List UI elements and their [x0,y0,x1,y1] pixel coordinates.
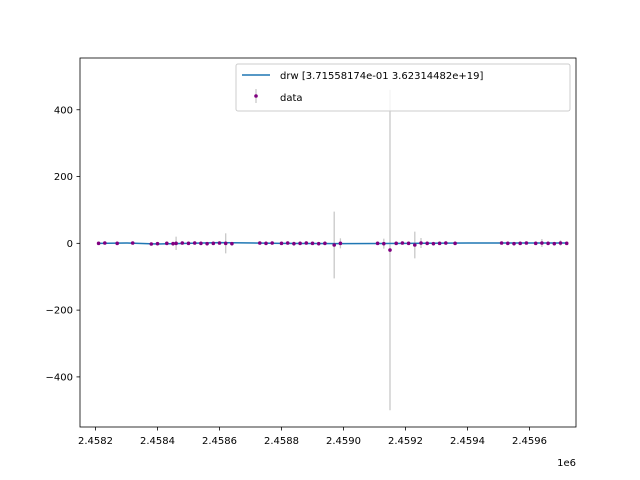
plot-area: 2.4582 2.4584 2.4586 2.4588 2.4590 2.4592 2.45… [46,57,577,447]
y-tick-label: 0 [67,239,73,250]
data-point [285,241,290,245]
legend-label-model: drw [3.71558174e-01 3.62314482e+19] [280,71,484,82]
data-point [171,241,175,246]
legend-label-data: data [280,93,303,104]
x-tick-label: 2.4592 [388,436,423,447]
data-point [431,241,436,246]
data-point [419,241,423,245]
data-point [558,241,563,245]
data-point [205,241,209,246]
data-point [103,241,107,245]
data-point [165,241,169,246]
data-point [270,241,275,245]
data-point [506,241,510,246]
data-point [382,241,386,246]
data-point [258,241,262,245]
legend: drw [3.71558174e-01 3.62314482e+19] data [235,63,571,112]
y-tick-label: −400 [46,372,73,383]
data-point [115,241,119,246]
data-point [413,243,417,247]
data-point [304,241,309,245]
data-layer [96,89,569,411]
data-point [546,241,550,246]
data-point [264,241,268,246]
x-tick-label: 2.4586 [202,436,237,447]
data-point [444,241,448,245]
x-tick-label: 2.4596 [512,436,547,447]
data-point [211,241,216,246]
data-point [524,241,529,245]
data-point [338,241,343,246]
y-tick-label: 200 [54,172,73,183]
legend-box [235,63,571,112]
x-tick-label: 2.4588 [264,436,299,447]
data-point [96,241,101,246]
data-point [230,241,234,246]
data-point [437,241,442,246]
data-point [199,241,203,246]
data-point [323,241,327,246]
data-point [155,241,160,246]
data-point [540,241,544,245]
data-point [298,241,302,246]
data-point [174,241,178,246]
data-point [217,241,222,245]
data-point [453,241,457,246]
x-offset-label: 1e6 [557,458,576,469]
x-tick-label: 2.4590 [326,436,361,447]
data-point [533,241,538,246]
data-point [149,242,154,246]
data-point [400,241,405,245]
data-point [316,241,321,246]
data-point [564,241,569,246]
data-point [279,241,284,246]
data-point [192,241,197,245]
x-tick-label: 2.4582 [78,436,113,447]
data-point [499,241,504,245]
data-point [186,241,191,246]
data-point [512,241,516,246]
data-point [518,241,522,246]
y-tick-label: 400 [54,105,73,116]
data-point [180,241,185,245]
data-point [130,241,135,245]
data-point [375,241,380,246]
data-point [394,241,399,246]
data-point [425,241,430,246]
data-point [552,241,557,246]
axes-frame [79,57,577,428]
legend-point-swatch [254,94,258,98]
data-point [223,241,228,246]
x-tick-label: 2.4584 [140,436,175,447]
x-tick-label: 2.4594 [450,436,485,447]
y-tick-label: −200 [46,306,73,317]
data-point [310,241,315,246]
data-point [406,241,411,246]
data-point [388,248,392,252]
data-point [332,243,337,247]
data-point [292,241,296,246]
